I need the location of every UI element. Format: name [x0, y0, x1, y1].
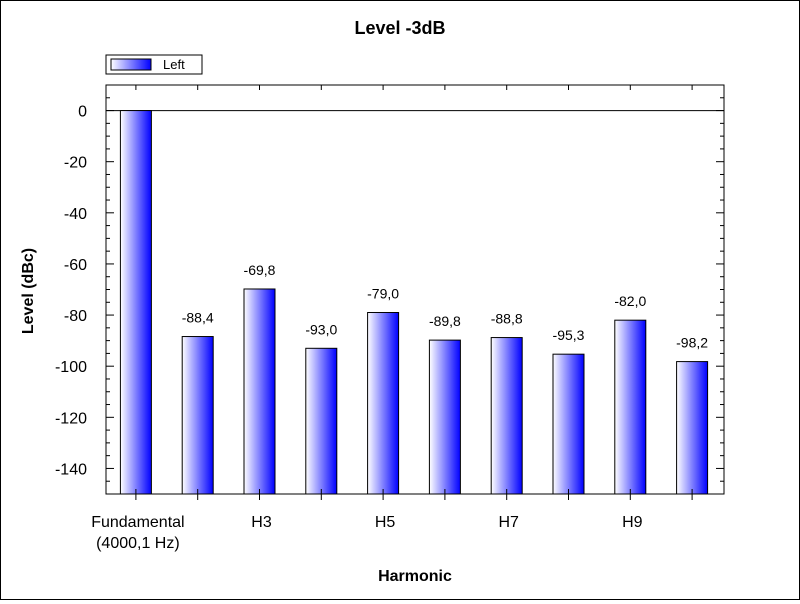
x-tick-label: H9 [622, 514, 643, 531]
legend: Left [105, 54, 203, 75]
x-tick-label: Fundamental [91, 514, 184, 531]
x-axis-title: Harmonic [378, 568, 452, 585]
data-label: -93,0 [305, 321, 337, 337]
y-tick-label: -120 [55, 410, 87, 427]
x-tick-label: H7 [498, 514, 519, 531]
chart-title: Level -3dB [354, 18, 445, 38]
bar-h10 [676, 361, 709, 495]
data-label: -88,8 [491, 311, 523, 327]
data-label: -88,4 [182, 310, 214, 326]
bar-fundamental [119, 110, 152, 495]
data-label: -98,2 [676, 335, 708, 351]
x-tick-label: (4000,1 Hz) [96, 535, 180, 552]
bar-h8 [552, 353, 585, 495]
bar-h3 [243, 288, 276, 495]
plot-area: 0 -20 -40 -60 -80 -100 -120 -140 -88,4 -69,8 -93,0… [55, 84, 725, 552]
data-label: -69,8 [244, 262, 276, 278]
legend-swatch [110, 58, 152, 71]
bar-h2 [181, 336, 214, 495]
y-tick-label: -20 [64, 155, 87, 172]
y-tick-label: -60 [64, 257, 87, 274]
legend-label-left: Left [163, 57, 185, 72]
x-tick-label: H5 [375, 514, 396, 531]
y-axis-title: Level (dBc) [20, 248, 37, 334]
y-tick-label: -80 [64, 308, 87, 325]
data-label: -89,8 [429, 313, 461, 329]
y-tick-label: -100 [55, 359, 87, 376]
x-tick-label: H3 [251, 514, 272, 531]
y-tick-label: 0 [78, 104, 87, 121]
y-tick-label: -140 [55, 461, 87, 478]
bar-h7 [490, 337, 523, 495]
data-label: -82,0 [614, 293, 646, 309]
y-tick-label: -40 [64, 206, 87, 223]
bar-h6 [428, 339, 461, 495]
bar-h5 [367, 312, 400, 495]
bar-h9 [614, 319, 647, 495]
data-label: -79,0 [367, 286, 399, 302]
bar-h4 [305, 347, 338, 495]
data-label: -95,3 [553, 327, 585, 343]
